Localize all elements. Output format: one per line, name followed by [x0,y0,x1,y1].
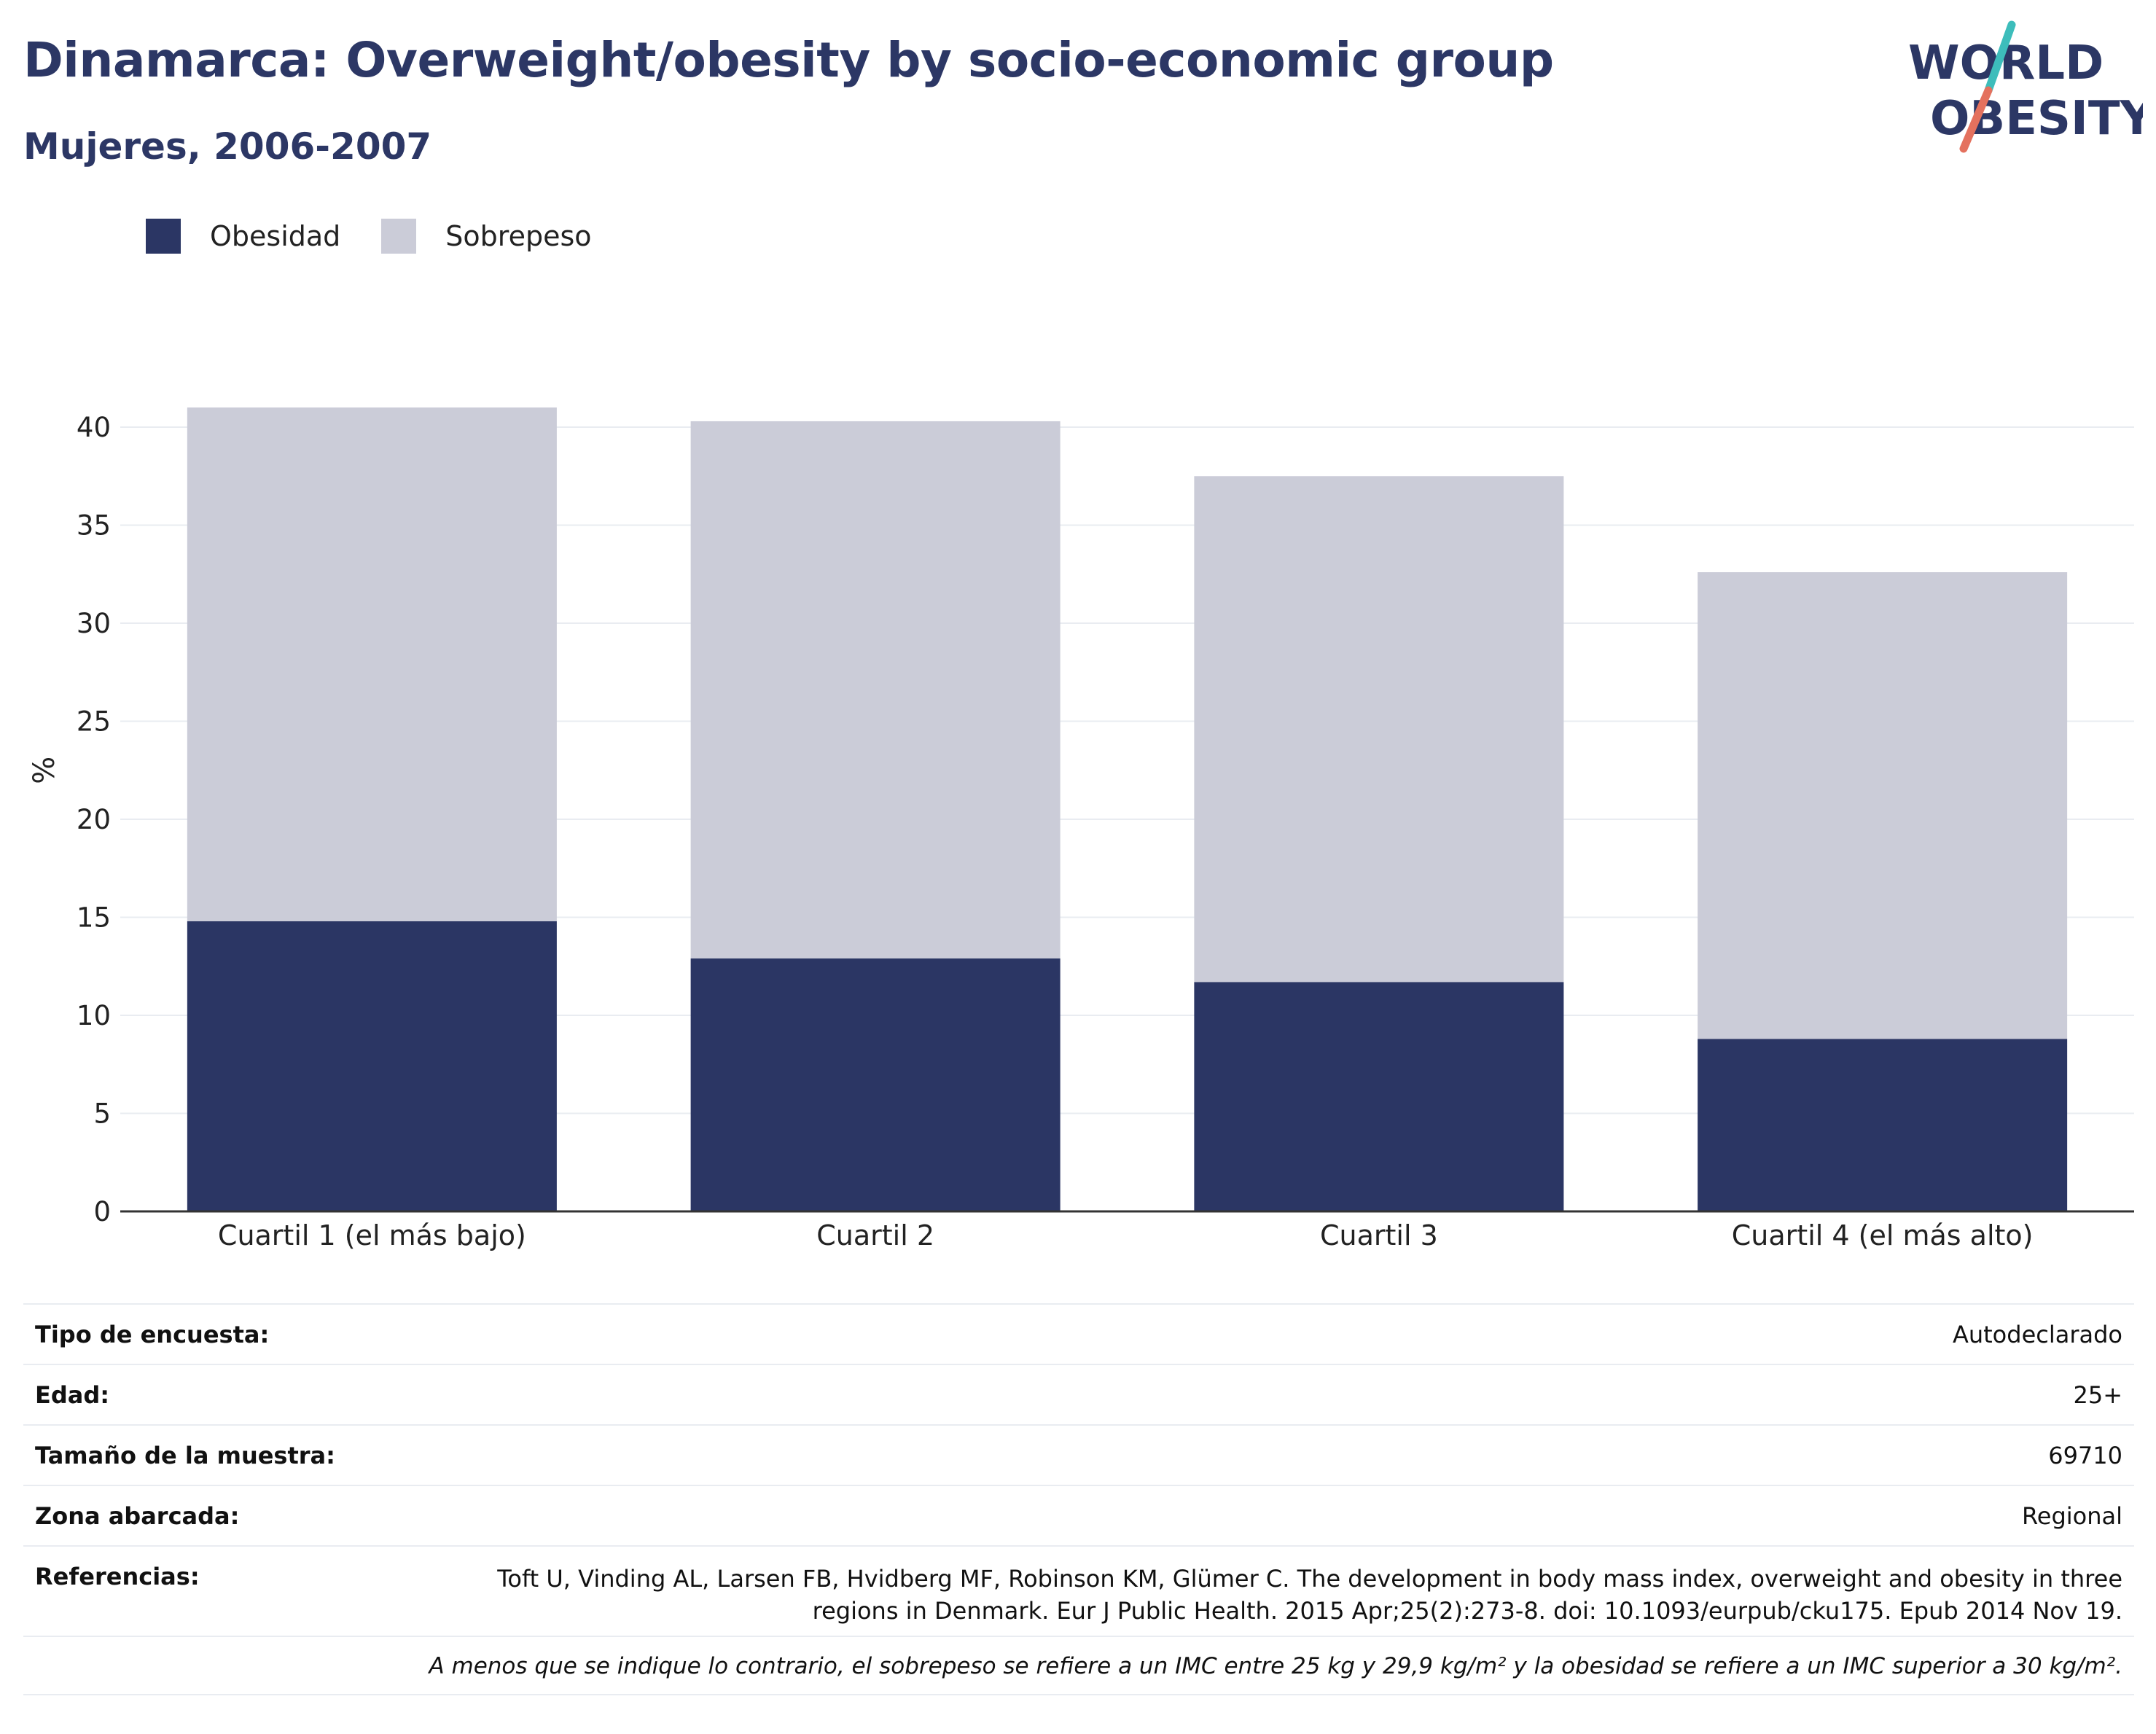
y-tick-label-30: 30 [77,608,111,639]
world-obesity-logo: WORLD OBESITY [1908,20,2143,153]
survey-type-value: Autodeclarado [1952,1321,2122,1348]
logo-slash-teal [1984,20,2016,95]
sample-size-value: 69710 [2048,1442,2122,1469]
bar-sobrepeso-3 [1194,476,1564,983]
survey-type-label: Tipo de encuesta: [35,1321,270,1348]
logo-slash-red [1959,86,1993,153]
y-tick-label-15: 15 [77,902,111,934]
age-label: Edad: [35,1381,110,1409]
y-tick-label-5: 5 [93,1098,111,1130]
bar-sobrepeso-4 [1698,572,2068,1039]
info-row-sample-size: Tamaño de la muestra: 69710 [23,1424,2134,1485]
y-tick-label-10: 10 [77,1000,111,1031]
bar-sobrepeso-1 [187,407,557,921]
legend-label-obesidad: Obesidad [210,220,341,252]
y-tick-label-40: 40 [77,412,111,443]
legend-item-sobrepeso[interactable]: Sobrepeso [381,219,592,254]
legend-swatch-sobrepeso [381,219,417,254]
chart-title: Dinamarca: Overweight/obesity by socio-e… [23,32,1554,88]
legend-item-obesidad[interactable]: Obesidad [146,219,340,254]
bar-obesidad-3 [1194,982,1564,1211]
y-tick-label-35: 35 [77,510,111,542]
bar-chart: 0 5 10 15 20 25 30 35 40% Cuartil 1 (el más bajo)… [28,407,2134,1251]
info-row-references: Referencias: Toft U, Vinding AL, Larsen … [23,1545,2134,1636]
x-tick-label-2: Cuartil 2 [816,1219,934,1251]
area-value: Regional [2021,1502,2122,1530]
area-label: Zona abarcada: [35,1502,240,1530]
bar-obesidad-1 [187,921,557,1211]
y-tick-label-0: 0 [93,1196,111,1227]
sample-size-label: Tamaño de la muestra: [35,1442,335,1469]
references-label: Referencias: [35,1563,200,1590]
bar-sobrepeso-2 [690,421,1061,958]
metadata-table: Tipo de encuesta: Autodeclarado Edad: 25… [23,1303,2134,1695]
references-value: Toft U, Vinding AL, Larsen FB, Hvidberg … [497,1565,2122,1625]
age-value: 25+ [2073,1381,2122,1409]
legend-label-sobrepeso: Sobrepeso [445,220,592,252]
definition-note: A menos que se indique lo contrario, el … [429,1653,2122,1679]
y-tick-label-25: 25 [77,706,111,738]
y-axis-label: % [28,757,61,784]
x-tick-label-4: Cuartil 4 (el más alto) [1732,1219,2034,1251]
info-row-age: Edad: 25+ [23,1364,2134,1424]
bar-obesidad-2 [690,958,1061,1211]
chart-subtitle: Mujeres, 2006-2007 [23,125,432,168]
x-tick-label-1: Cuartil 1 (el más bajo) [218,1219,526,1251]
bar-obesidad-4 [1698,1039,2068,1211]
x-tick-label-3: Cuartil 3 [1320,1219,1438,1251]
legend-swatch-obesidad [146,219,181,254]
y-tick-label-20: 20 [77,804,111,835]
legend: Obesidad Sobrepeso [146,216,592,257]
info-row-area: Zona abarcada: Regional [23,1485,2134,1545]
info-row-note: A menos que se indique lo contrario, el … [23,1636,2134,1695]
info-row-survey-type: Tipo de encuesta: Autodeclarado [23,1303,2134,1364]
